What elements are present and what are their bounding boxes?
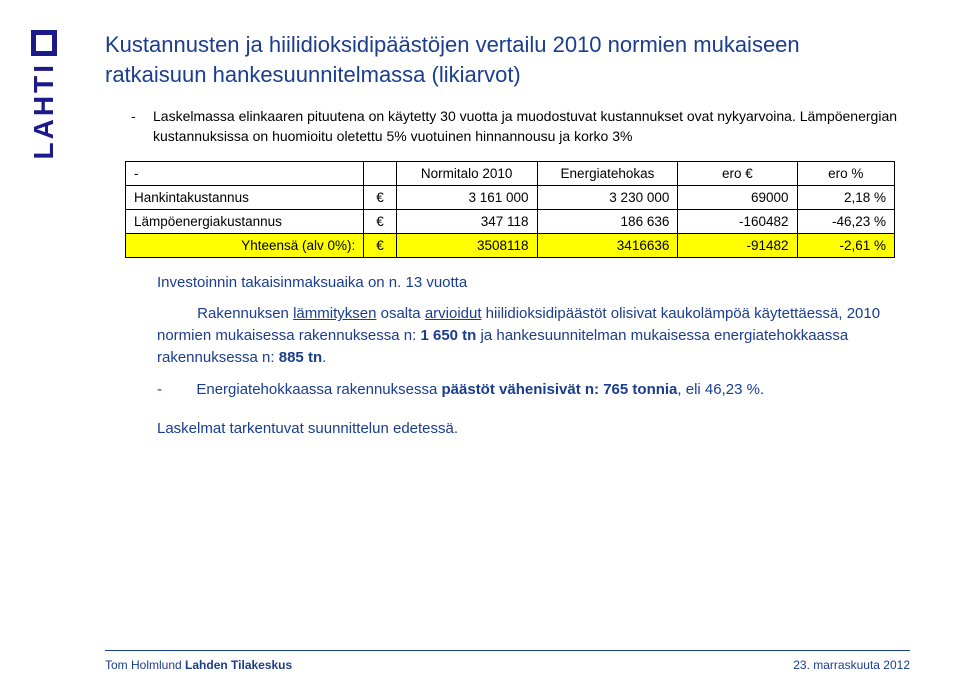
slide-content: Kustannusten ja hiilidioksidipäästöjen v… <box>105 30 905 440</box>
text: Investoinnin takaisinmaksuaika on n. 13 … <box>157 274 467 291</box>
table-cell: 2,18 % <box>797 185 895 209</box>
table-row: Lämpöenergiakustannus€347 118186 636-160… <box>126 209 895 233</box>
bullet-dash: - <box>157 381 162 398</box>
closing-paragraph: Laskelmat tarkentuvat suunnittelun edete… <box>157 418 897 440</box>
bullet-text: Laskelmassa elinkaaren pituutena on käyt… <box>153 107 905 146</box>
table-cell: -2,61 % <box>797 233 895 257</box>
reduction-paragraph: - Energiatehokkaassa rakennuksessa pääst… <box>157 379 897 401</box>
bullet-dash: - <box>131 107 153 146</box>
col-header: ero € <box>678 161 797 185</box>
footer-author: Tom Holmlund Lahden Tilakeskus <box>105 658 292 672</box>
table-cell: € <box>364 209 396 233</box>
text: . <box>322 349 326 366</box>
table-cell: 69000 <box>678 185 797 209</box>
table-cell: 186 636 <box>537 209 678 233</box>
table-cell: 3416636 <box>537 233 678 257</box>
text: , eli 46,23 %. <box>677 381 764 398</box>
text-bold: 885 tn <box>279 349 322 366</box>
author-name: Tom Holmlund <box>105 658 185 672</box>
text: Energiatehokkaassa rakennuksessa <box>196 381 441 398</box>
table-cell: 347 118 <box>396 209 537 233</box>
text-bold: päästöt vähenisivät n: 765 tonnia <box>442 381 678 398</box>
text: osalta <box>376 305 424 322</box>
page-title: Kustannusten ja hiilidioksidipäästöjen v… <box>105 30 905 89</box>
logo-text: LAHTI <box>30 62 58 159</box>
text: Rakennuksen <box>197 305 293 322</box>
table-cell: 3508118 <box>396 233 537 257</box>
col-header: Energiatehokas <box>537 161 678 185</box>
brand-logo: LAHTI <box>22 30 66 200</box>
table-row: Hankintakustannus€3 161 0003 230 0006900… <box>126 185 895 209</box>
col-header: - <box>126 161 364 185</box>
table-cell: Lämpöenergiakustannus <box>126 209 364 233</box>
col-header: ero % <box>797 161 895 185</box>
table-cell: 3 230 000 <box>537 185 678 209</box>
table-cell: Hankintakustannus <box>126 185 364 209</box>
cost-comparison-table: - Normitalo 2010 Energiatehokas ero € er… <box>125 161 895 258</box>
emissions-paragraph: Rakennuksen lämmityksen osalta arvioidut… <box>157 303 897 368</box>
table-header-row: - Normitalo 2010 Energiatehokas ero € er… <box>126 161 895 185</box>
table-row: Yhteensä (alv 0%):€35081183416636-91482-… <box>126 233 895 257</box>
table-cell: € <box>364 233 396 257</box>
footer-divider <box>105 650 910 651</box>
text-underline: arvioidut <box>425 305 482 322</box>
payback-paragraph: Investoinnin takaisinmaksuaika on n. 13 … <box>157 272 897 294</box>
col-header <box>364 161 396 185</box>
table-cell: -160482 <box>678 209 797 233</box>
table-body: Hankintakustannus€3 161 0003 230 0006900… <box>126 185 895 257</box>
text-bold: 1 650 tn <box>420 327 476 344</box>
logo-square-icon <box>31 30 57 56</box>
author-org: Lahden Tilakeskus <box>185 658 292 672</box>
table-cell: -46,23 % <box>797 209 895 233</box>
intro-bullet: - Laskelmassa elinkaaren pituutena on kä… <box>131 107 905 146</box>
table-cell: -91482 <box>678 233 797 257</box>
table-cell: 3 161 000 <box>396 185 537 209</box>
table-cell: € <box>364 185 396 209</box>
col-header: Normitalo 2010 <box>396 161 537 185</box>
text-underline: lämmityksen <box>293 305 376 322</box>
table-cell: Yhteensä (alv 0%): <box>126 233 364 257</box>
footer-date: 23. marraskuuta 2012 <box>793 658 910 672</box>
